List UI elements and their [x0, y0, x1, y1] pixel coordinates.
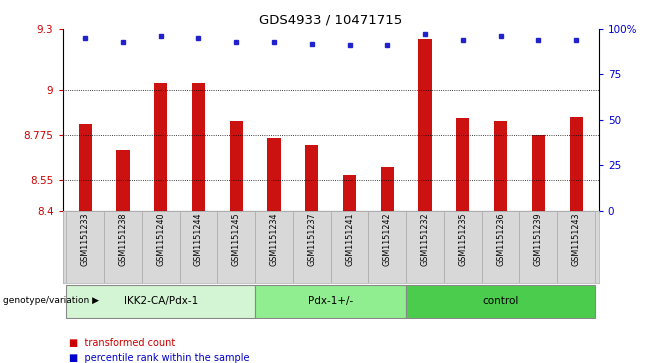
Text: IKK2-CA/Pdx-1: IKK2-CA/Pdx-1: [124, 295, 198, 306]
Bar: [444, 211, 482, 283]
Title: GDS4933 / 10471715: GDS4933 / 10471715: [259, 13, 402, 26]
Bar: [494, 121, 507, 211]
Text: GSM1151245: GSM1151245: [232, 213, 241, 266]
Bar: [66, 211, 104, 283]
Text: GSM1151243: GSM1151243: [572, 213, 580, 266]
Bar: [192, 83, 205, 211]
Bar: [305, 145, 318, 211]
Text: control: control: [482, 295, 519, 306]
Bar: [519, 211, 557, 283]
Bar: [154, 83, 167, 211]
Bar: [368, 211, 406, 283]
Bar: [180, 211, 217, 283]
Text: GSM1151234: GSM1151234: [270, 213, 278, 266]
Bar: [255, 211, 293, 283]
Bar: [66, 285, 255, 318]
Text: GSM1151236: GSM1151236: [496, 213, 505, 266]
Bar: [255, 285, 406, 318]
Text: GSM1151244: GSM1151244: [194, 213, 203, 266]
Text: ■  transformed count: ■ transformed count: [69, 338, 175, 348]
Bar: [406, 211, 444, 283]
Bar: [456, 118, 469, 211]
Bar: [267, 138, 280, 211]
Text: ■  percentile rank within the sample: ■ percentile rank within the sample: [69, 352, 249, 363]
Text: GSM1151240: GSM1151240: [156, 213, 165, 266]
Text: GSM1151235: GSM1151235: [459, 213, 467, 266]
Bar: [230, 121, 243, 211]
Bar: [406, 285, 595, 318]
Bar: [330, 211, 368, 283]
Bar: [532, 135, 545, 211]
Text: GSM1151238: GSM1151238: [118, 213, 128, 266]
Bar: [381, 167, 394, 211]
Text: GSM1151233: GSM1151233: [81, 213, 89, 266]
Bar: [217, 211, 255, 283]
Text: GSM1151241: GSM1151241: [345, 213, 354, 266]
Bar: [570, 117, 583, 211]
Bar: [343, 175, 356, 211]
Bar: [142, 211, 180, 283]
Text: GSM1151242: GSM1151242: [383, 213, 392, 266]
Text: genotype/variation ▶: genotype/variation ▶: [3, 296, 99, 305]
Bar: [557, 211, 595, 283]
Text: GSM1151239: GSM1151239: [534, 213, 543, 266]
Bar: [293, 211, 330, 283]
Bar: [104, 211, 142, 283]
Bar: [78, 124, 91, 211]
Bar: [418, 39, 432, 211]
Text: GSM1151237: GSM1151237: [307, 213, 316, 266]
Bar: [482, 211, 519, 283]
Text: GSM1151232: GSM1151232: [420, 213, 430, 266]
Text: Pdx-1+/-: Pdx-1+/-: [308, 295, 353, 306]
Bar: [116, 150, 130, 211]
